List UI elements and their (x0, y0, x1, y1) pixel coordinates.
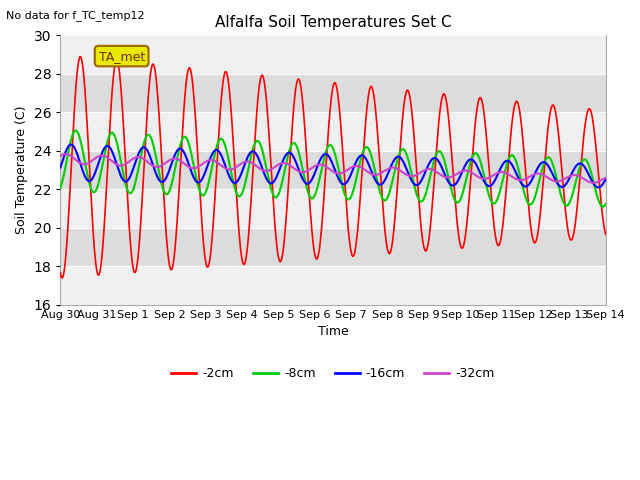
Title: Alfalfa Soil Temperatures Set C: Alfalfa Soil Temperatures Set C (214, 15, 451, 30)
Bar (60, 36, 605, 74)
Bar (60, 112, 605, 151)
Y-axis label: Soil Temperature (C): Soil Temperature (C) (15, 106, 28, 234)
Legend: -2cm, -8cm, -16cm, -32cm: -2cm, -8cm, -16cm, -32cm (166, 362, 500, 385)
Bar (60, 228, 605, 266)
X-axis label: Time: Time (317, 325, 348, 338)
Bar (60, 151, 605, 190)
Bar (60, 266, 605, 305)
Text: No data for f_TC_temp12: No data for f_TC_temp12 (6, 10, 145, 21)
Text: TA_met: TA_met (99, 49, 145, 62)
Bar (60, 74, 605, 112)
Bar (60, 190, 605, 228)
